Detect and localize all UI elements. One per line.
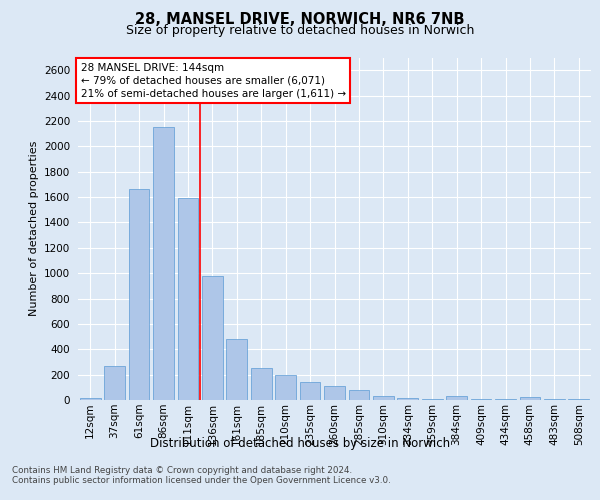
Bar — [324, 386, 345, 400]
Bar — [153, 128, 174, 400]
Bar — [349, 390, 370, 400]
Y-axis label: Number of detached properties: Number of detached properties — [29, 141, 38, 316]
Text: Distribution of detached houses by size in Norwich: Distribution of detached houses by size … — [150, 438, 450, 450]
Text: 28, MANSEL DRIVE, NORWICH, NR6 7NB: 28, MANSEL DRIVE, NORWICH, NR6 7NB — [135, 12, 465, 28]
Bar — [80, 398, 101, 400]
Text: Size of property relative to detached houses in Norwich: Size of property relative to detached ho… — [126, 24, 474, 37]
Bar — [251, 368, 272, 400]
Bar — [178, 198, 199, 400]
Bar — [397, 398, 418, 400]
Bar — [373, 396, 394, 400]
Text: Contains HM Land Registry data © Crown copyright and database right 2024.: Contains HM Land Registry data © Crown c… — [12, 466, 352, 475]
Bar — [568, 398, 589, 400]
Bar — [520, 398, 541, 400]
Bar — [104, 366, 125, 400]
Bar — [299, 382, 320, 400]
Bar — [422, 398, 443, 400]
Bar — [128, 190, 149, 400]
Bar — [446, 396, 467, 400]
Text: 28 MANSEL DRIVE: 144sqm
← 79% of detached houses are smaller (6,071)
21% of semi: 28 MANSEL DRIVE: 144sqm ← 79% of detache… — [80, 62, 346, 99]
Bar — [202, 276, 223, 400]
Bar — [226, 339, 247, 400]
Bar — [275, 374, 296, 400]
Text: Contains public sector information licensed under the Open Government Licence v3: Contains public sector information licen… — [12, 476, 391, 485]
